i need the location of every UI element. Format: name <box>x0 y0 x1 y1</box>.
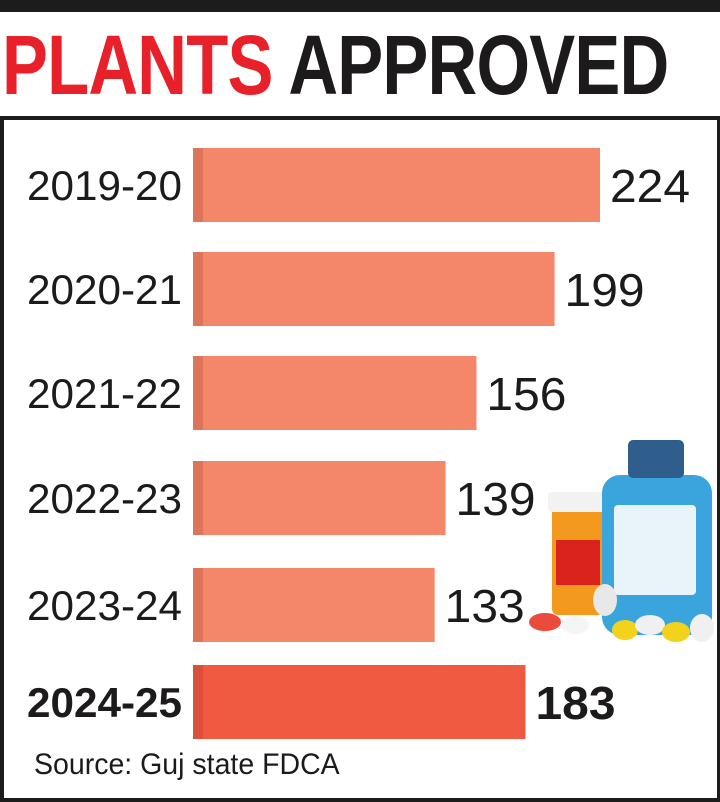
category-label: 2021-22 <box>27 370 182 417</box>
bar-shade <box>193 356 203 430</box>
bar-shade <box>193 568 203 642</box>
chart-title: PLANTS APPROVED <box>2 18 669 112</box>
value-label: 199 <box>565 264 645 316</box>
source-note: Source: Guj state FDCA <box>34 748 340 781</box>
bar-2019-20 <box>193 148 600 222</box>
category-label: 2022-23 <box>27 475 182 522</box>
value-label: 156 <box>486 368 566 420</box>
value-label: 183 <box>536 677 616 729</box>
bar-shade <box>193 252 203 326</box>
category-label: 2023-24 <box>27 582 182 629</box>
category-label: 2024-25 <box>27 679 182 726</box>
bar-2020-21 <box>193 252 555 326</box>
bar-shade <box>193 461 203 535</box>
value-label: 224 <box>610 160 690 212</box>
bar-2024-25 <box>193 665 526 739</box>
title-part-1: PLANTS <box>2 18 273 112</box>
value-label: 139 <box>456 473 536 525</box>
category-label: 2020-21 <box>27 266 182 313</box>
bar-shade <box>193 148 203 222</box>
medicine-illustration <box>529 440 714 642</box>
value-label: 133 <box>445 580 525 632</box>
bar-2021-22 <box>193 356 477 430</box>
title-part-2: APPROVED <box>288 18 669 112</box>
top-bar <box>0 0 720 12</box>
bar-2022-23 <box>193 461 446 535</box>
bar-shade <box>193 665 203 739</box>
bar-2023-24 <box>193 568 435 642</box>
category-label: 2019-20 <box>27 162 182 209</box>
